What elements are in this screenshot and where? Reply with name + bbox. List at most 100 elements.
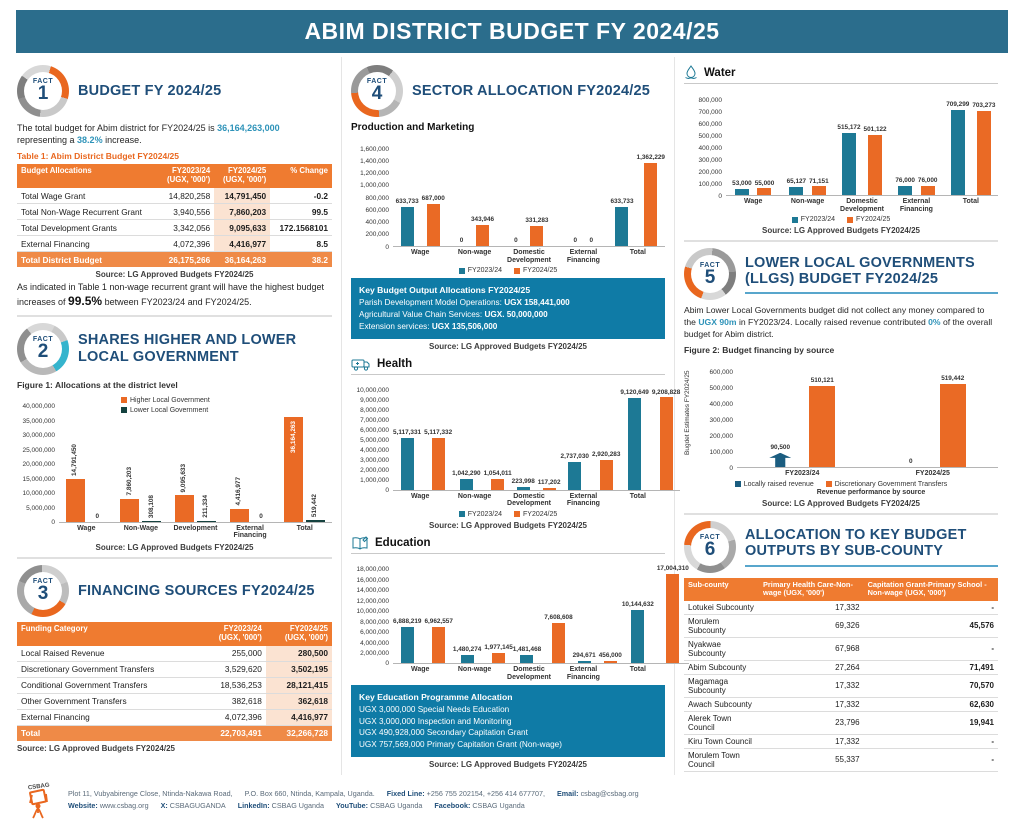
value-label: 1,481,468 [512,646,542,654]
y-axis-label: Bugdet Estimates FY2024/25 [684,370,691,456]
fact1-note-post: between FY2023/24 and FY2024/25. [102,297,252,308]
fact1-increase-pct: 38.2% [77,135,103,146]
table-cell: - [863,748,998,772]
legend-swatch [791,216,798,223]
table-cell: 3,940,556 [158,203,215,221]
value-label: 17,004,310 [656,565,689,573]
chart-legend: FY2023/24 FY2024/25 [684,216,998,223]
divider [17,314,332,317]
y-axis: 0 2,000,000 4,000,000 6,000,000 8,000,000 10,… [351,556,393,667]
value-label: 10,144,632 [621,601,654,608]
legend-item: FY2023/24 [791,216,835,224]
keybox-title: Key Budget Output Allocations FY2024/25 [359,285,531,296]
table-cell: Orwamuge Town Council [684,771,759,775]
column-2: FACT 4 SECTOR ALLOCATION FY2024/25 Produ… [341,57,689,775]
chart-legend: FY2023/24 FY2024/25 [351,511,665,518]
fact1-header: FACT 1 BUDGET FY 2024/25 [17,65,332,117]
fact4-badge-label: FACT [366,78,388,86]
table-cell: 32,266,728 [265,725,332,741]
bar-group: 1,042,290 1,054,011 [452,377,512,490]
bar [426,203,440,246]
table-row: Conditional Government Transfers 18,536,2… [17,677,332,694]
bar-group: 4,416,977 0 [223,393,278,522]
value-label: 1,480,274 [452,646,482,654]
value-label: 9,095,633 [180,463,188,493]
table-cell: 19,941 [863,711,998,735]
legend-note: Revenue performance by source [816,488,926,496]
droplet-icon [685,65,697,79]
bar [599,460,613,490]
table-cell: 9,095,633 [214,219,271,237]
x-axis: Wage Non-wage Domestic Development External… [351,491,665,508]
footer-segment: X: CSBAGUGANDA [160,801,226,810]
table-cell: 17,332 [758,674,864,698]
footer-segment: Fixed Line: +256 755 202154, +256 414 67… [386,788,545,798]
table-cell: 382,618 [199,693,266,710]
footer-segment: Plot 11, Vubyabirenge Close, Ntinda-Naka… [68,788,233,798]
table-cell: Nyakwae Subcounty [684,637,759,661]
table-row: Morulem Subcounty 69,326 45,576 [684,614,998,638]
y-tick-label: 0 [729,464,733,472]
y-tick-label: 0 [51,519,55,527]
fact1-badge-label: FACT [32,78,54,86]
svg-text:CSBAG: CSBAG [28,782,51,791]
bar [898,185,913,195]
x-tick-label: Domestic Development [507,492,551,508]
bar [644,162,658,246]
value-label: 0 [573,237,578,245]
bar [659,397,673,490]
fact1-source: Source: LG Approved Budgets FY2024/25 [95,270,254,280]
education-section: Education 0 2,000,000 4,000,000 6,000,000 8,… [351,534,689,769]
column-header: Sub-county [684,577,759,601]
bar-group: 53,000 55,000 [726,86,780,195]
table-cell: Total Non-Wage Recurrent Grant [17,203,159,221]
bar [551,623,565,663]
figure2-chart: Bugdet Estimates FY2024/25 0 100,000 200,00… [684,358,998,496]
table1-caption: Table 1: Abim District Budget FY2024/25 [17,151,180,162]
bar-group: 709,299 703,273 [944,86,998,195]
y-tick-label: 20,000,000 [22,461,55,469]
fact6-header: FACT 6 ALLOCATION TO KEY BUDGET OUTPUTS … [684,520,998,573]
keybox-line: Extension services: UGX 135,506,000 [359,321,498,331]
table-cell: Conditional Government Transfers [17,677,200,694]
y-tick-label: 12,000,000 [356,597,389,605]
health-header: Health [351,355,665,375]
legend-label: FY2023/24 [800,216,835,224]
column-header: % Change [270,164,332,189]
x-tick-label: FY2024/25 [915,470,950,478]
value-label: 117,202 [537,479,561,487]
chart-legend: Higher Local Government Lower Local Gover… [121,397,210,414]
y-axis: 0 200,000 400,000 600,000 800,000 1,000,000 1,… [351,135,393,251]
y-tick-label: 600,000 [709,368,734,376]
table-cell: Total Wage Grant [17,188,159,205]
y-tick-label: 400,000 [698,144,723,152]
y-tick-label: 800,000 [365,194,390,202]
table-cell: 4,072,396 [158,235,215,253]
y-tick-label: 9,000,000 [360,397,389,404]
production-marketing-heading: Production and Marketing [351,122,475,133]
education-header: Education [351,534,665,554]
value-label: 65,127 [786,178,807,186]
fact1-badge-icon: FACT 1 [17,65,69,117]
value-label: 501,122 [863,125,887,133]
bar [769,452,792,468]
health-title: Health [377,357,413,370]
x-tick-label: Wage [410,249,430,256]
y-tick-label: 7,000,000 [360,417,389,424]
table-cell: 362,618 [265,693,332,710]
legend-label: Locally raised revenue [743,480,814,488]
value-label: 55,000 [754,179,775,187]
y-axis: 0 100,000 200,000 300,000 400,000 500,000 600,… [695,358,737,472]
table-cell: 22,703,491 [199,725,266,741]
divider [684,512,998,515]
bar [520,655,534,663]
x-axis: Wage Non-wage Domestic Development External… [351,247,665,264]
legend-label: Lower Local Government [130,406,209,414]
table-cell: - [863,771,998,775]
bar-group: 10,144,632 17,004,310 [622,556,689,663]
y-tick-label: 100,000 [698,180,723,188]
table-cell: 69,326 [758,614,864,638]
table-cell: 3,529,620 [199,661,266,678]
bar-group: 2,737,030 2,920,283 [561,377,620,490]
bar [65,478,85,522]
